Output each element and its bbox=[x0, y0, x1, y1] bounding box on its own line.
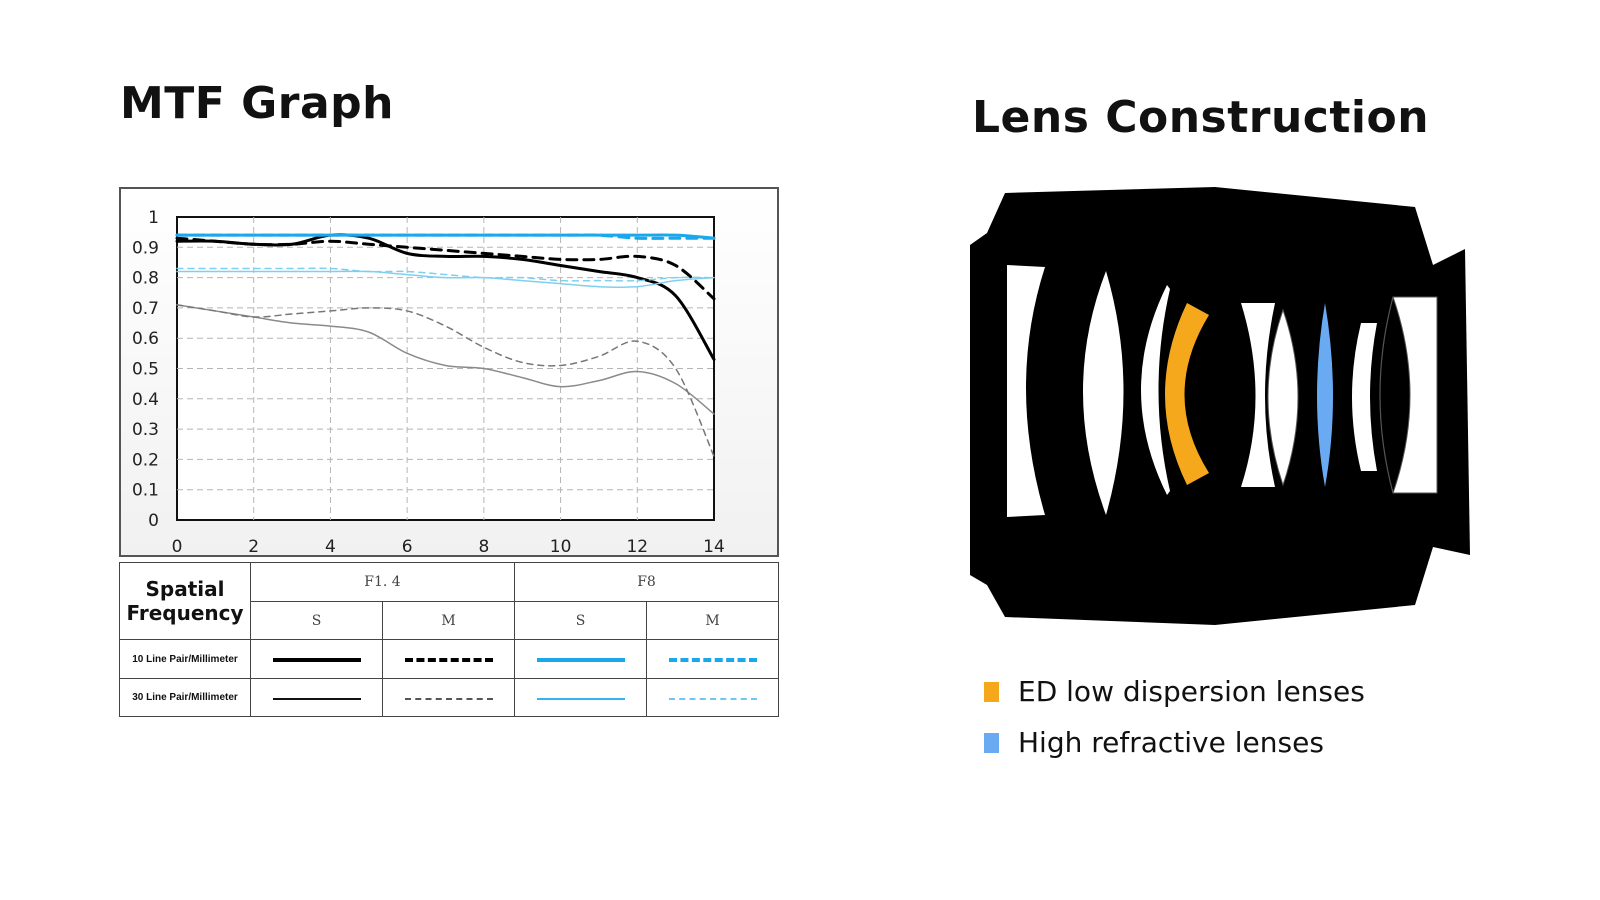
ed-lens-element bbox=[1165, 303, 1209, 485]
legend-label-ed: ED low dispersion lenses bbox=[1018, 675, 1365, 708]
y-tick-label: 0.4 bbox=[132, 390, 159, 410]
lens-construction-diagram bbox=[970, 187, 1470, 625]
f8-meridional-header: M bbox=[646, 601, 779, 640]
mtf-series-f8-m-30 bbox=[176, 267, 715, 282]
spatial-label-line2: Frequency bbox=[126, 601, 244, 625]
x-tick-label: 4 bbox=[325, 537, 336, 557]
swatch-f1-4-m-30 bbox=[404, 697, 493, 700]
lens-element-3 bbox=[1141, 285, 1170, 495]
f8-sagittal-header: S bbox=[514, 601, 647, 640]
mtf-series-f1-4-m-30 bbox=[176, 304, 715, 458]
swatch-cell bbox=[382, 678, 515, 717]
y-tick-label: 0.5 bbox=[132, 360, 159, 380]
high-refractive-lens-swatch bbox=[984, 732, 999, 753]
mtf-legend-table: Spatial Frequency F1. 4 F8 S M S M 10 Li… bbox=[119, 562, 779, 717]
row-label-30lp: 30 Line Pair/Millimeter bbox=[119, 678, 251, 717]
row-label-10lp: 10 Line Pair/Millimeter bbox=[119, 639, 251, 679]
y-tick-label: 0.8 bbox=[132, 269, 159, 289]
f1-4-meridional-header: M bbox=[382, 601, 515, 640]
swatch-cell bbox=[250, 639, 383, 679]
x-tick-label: 2 bbox=[248, 537, 259, 557]
y-tick-label: 0 bbox=[148, 511, 159, 531]
mtf-series-f8-s-30 bbox=[176, 270, 715, 289]
plot-area bbox=[176, 216, 715, 521]
swatch-cell bbox=[250, 678, 383, 717]
swatch-f1-4-s-10 bbox=[272, 658, 361, 662]
y-tick-label: 0.3 bbox=[132, 420, 159, 440]
legend-item-high-refractive: High refractive lenses bbox=[984, 726, 1324, 759]
mtf-chart: 0 2 4 6 8 10 12 14 0 0.1 0.2 0.3 0.4 0.5 0.6 0.7 0.8 0.9 1 bbox=[132, 208, 725, 557]
f1-4-sagittal-header: S bbox=[250, 601, 383, 640]
aperture-f1-4-header: F1. 4 bbox=[250, 562, 515, 602]
ed-lens-swatch bbox=[984, 681, 999, 702]
legend-item-ed: ED low dispersion lenses bbox=[984, 675, 1365, 708]
mtf-series-f1-4-m-10 bbox=[175, 236, 716, 301]
lens-element-6 bbox=[1267, 308, 1299, 487]
x-tick-label: 14 bbox=[703, 537, 725, 557]
swatch-f8-s-30 bbox=[536, 697, 625, 700]
high-refractive-lens-element bbox=[1317, 303, 1333, 487]
spatial-frequency-header: Spatial Frequency bbox=[119, 562, 251, 640]
lens-element-8 bbox=[1352, 323, 1377, 471]
y-tick-label: 0.2 bbox=[132, 450, 159, 470]
aperture-f8-header: F8 bbox=[514, 562, 779, 602]
x-tick-label: 12 bbox=[626, 537, 648, 557]
swatch-cell bbox=[514, 678, 647, 717]
y-tick-label: 0.1 bbox=[132, 481, 159, 501]
mtf-series-f8-m-10 bbox=[175, 233, 716, 240]
mtf-graph-title: MTF Graph bbox=[120, 78, 394, 129]
spatial-label-line1: Spatial bbox=[145, 577, 225, 601]
lens-element-2 bbox=[1083, 271, 1124, 515]
y-tick-label: 1 bbox=[148, 208, 159, 228]
x-tick-label: 8 bbox=[478, 537, 489, 557]
y-tick-label: 0.9 bbox=[132, 238, 159, 258]
swatch-f8-m-10 bbox=[668, 658, 757, 662]
lens-construction-title: Lens Construction bbox=[972, 92, 1430, 143]
x-tick-label: 6 bbox=[402, 537, 413, 557]
swatch-cell bbox=[646, 639, 779, 679]
swatch-f1-4-s-30 bbox=[272, 697, 361, 700]
swatch-f1-4-m-10 bbox=[404, 658, 493, 662]
lens-element-9-edge bbox=[1379, 296, 1394, 494]
swatch-f8-s-10 bbox=[536, 658, 625, 662]
legend-label-high-refractive: High refractive lenses bbox=[1018, 726, 1324, 759]
y-tick-label: 0.7 bbox=[132, 299, 159, 319]
swatch-f8-m-30 bbox=[668, 697, 757, 700]
swatch-cell bbox=[646, 678, 779, 717]
swatch-cell bbox=[382, 639, 515, 679]
swatch-cell bbox=[514, 639, 647, 679]
y-tick-label: 0.6 bbox=[132, 329, 159, 349]
lens-element-5 bbox=[1241, 303, 1275, 487]
mtf-series-f1-4-s-30 bbox=[176, 304, 715, 415]
x-tick-label: 0 bbox=[172, 537, 183, 557]
x-tick-label: 10 bbox=[550, 537, 572, 557]
lens-element-1 bbox=[1007, 265, 1045, 517]
mtf-chart-panel: 0 2 4 6 8 10 12 14 0 0.1 0.2 0.3 0.4 0.5 0.6 0.7 0.8 0.9 1 bbox=[119, 187, 779, 557]
lens-barrel bbox=[970, 187, 1470, 625]
